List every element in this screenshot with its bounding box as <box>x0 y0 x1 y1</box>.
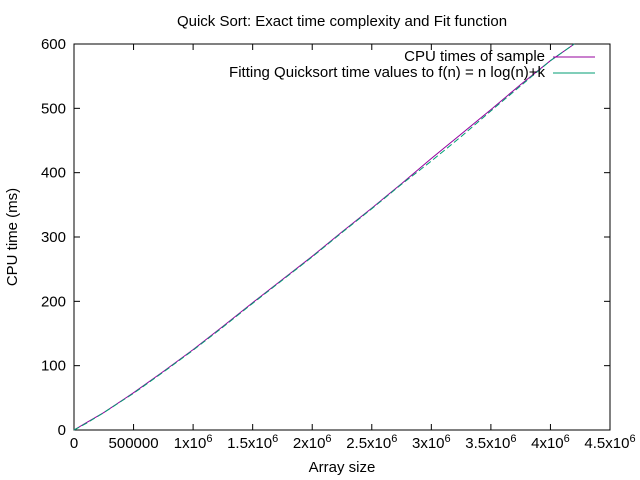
x-tick-label: 4x106 <box>531 433 570 452</box>
legend: CPU times of sample Fitting Quicksort ti… <box>229 48 595 81</box>
y-tick-label: 200 <box>41 293 66 310</box>
series-layer <box>73 43 575 431</box>
x-axis-ticks: 0 500000 1x106 1.5x106 2x106 2.5x106 3x106 3.5x… <box>70 44 636 452</box>
x-tick-label: 2x106 <box>293 433 332 452</box>
plot-border <box>73 43 611 431</box>
x-tick-label: 0 <box>70 435 78 452</box>
y-axis-label: CPU time (ms) <box>4 188 21 286</box>
y-tick-label: 300 <box>41 229 66 246</box>
y-tick-label: 400 <box>41 165 66 182</box>
legend-label-cpu-times: CPU times of sample <box>404 48 545 65</box>
series-line-cpu-times <box>73 43 575 431</box>
x-tick-label: 2.5x106 <box>346 433 397 452</box>
chart-title: Quick Sort: Exact time complexity and Fi… <box>177 13 507 30</box>
x-tick-label: 3x106 <box>412 433 451 452</box>
y-tick-label: 100 <box>41 358 66 375</box>
x-axis-label: Array size <box>309 459 376 476</box>
y-axis-ticks: 0 100 200 300 400 500 600 <box>41 36 610 439</box>
y-tick-label: 500 <box>41 100 66 117</box>
x-tick-label: 3.5x106 <box>465 433 516 452</box>
x-tick-label: 1.5x106 <box>227 433 278 452</box>
x-tick-label: 4.5x106 <box>584 433 635 452</box>
series-line-fit-function <box>73 43 575 431</box>
legend-label-fit-function: Fitting Quicksort time values to f(n) = … <box>229 64 545 81</box>
y-tick-label: 0 <box>58 422 66 439</box>
y-tick-label: 600 <box>41 36 66 53</box>
x-tick-label: 1x106 <box>174 433 213 452</box>
x-tick-label: 500000 <box>109 435 159 452</box>
